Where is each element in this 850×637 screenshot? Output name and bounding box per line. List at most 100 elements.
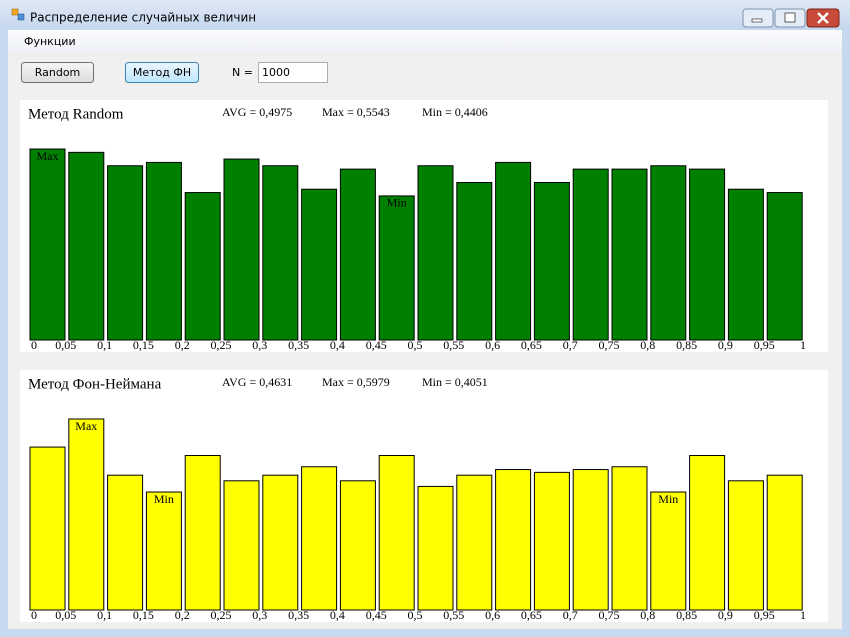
fn-button[interactable]: [125, 62, 199, 83]
x-tick-label: 0,65: [521, 338, 542, 352]
x-tick-label: 0,3: [252, 608, 267, 622]
bar: [68, 151, 105, 341]
bar: [145, 491, 182, 611]
bar: [184, 455, 221, 611]
bar: [766, 474, 803, 611]
x-tick-label: 0,55: [443, 608, 464, 622]
bar: [417, 165, 454, 341]
bar: [29, 446, 66, 611]
bar: [689, 455, 726, 611]
app-icon: [11, 8, 19, 16]
stat-label: Max = 0,5543: [322, 105, 390, 119]
bar: [68, 418, 105, 611]
stat-label: Max = 0,5979: [322, 375, 390, 389]
app-icon: [17, 13, 25, 21]
bar: [378, 195, 415, 341]
x-tick-label: 0,6: [485, 338, 500, 352]
button-label: Random: [35, 66, 81, 79]
x-tick-label: 0,2: [175, 338, 190, 352]
bar-label: Min: [387, 196, 407, 210]
bar: [107, 165, 144, 341]
x-tick-label: 0,75: [599, 338, 620, 352]
x-tick-label: 0,45: [366, 338, 387, 352]
x-tick-label: 1: [800, 608, 806, 622]
bar: [611, 466, 648, 611]
bar: [572, 168, 609, 341]
title-bar: [0, 0, 850, 30]
n-input[interactable]: [258, 62, 328, 83]
x-tick-label: 0,9: [718, 338, 733, 352]
bar-label: Max: [75, 419, 97, 433]
x-tick-label: 0,3: [252, 338, 267, 352]
bar: [495, 469, 532, 611]
minimize-button[interactable]: [742, 8, 774, 28]
stat-label: Min = 0,4406: [422, 105, 488, 119]
x-tick-label: 0,65: [521, 608, 542, 622]
x-tick-label: 0: [31, 338, 37, 352]
x-tick-label: 0,25: [211, 338, 232, 352]
maximize-icon: [784, 12, 796, 23]
bar: [495, 161, 532, 341]
menu-item[interactable]: Функции: [24, 35, 76, 48]
x-tick-label: 1: [800, 338, 806, 352]
bar: [184, 192, 221, 341]
bar: [378, 455, 415, 611]
x-tick-label: 0,8: [640, 338, 655, 352]
bar: [650, 165, 687, 341]
x-tick-label: 0,85: [676, 608, 697, 622]
n-value: 1000: [262, 66, 290, 79]
x-tick-label: 0,5: [408, 608, 423, 622]
stat-label: AVG = 0,4631: [222, 375, 292, 389]
x-tick-label: 0,1: [97, 608, 112, 622]
stat-label: AVG = 0,4975: [222, 105, 292, 119]
bar: [29, 148, 66, 341]
x-tick-label: 0,8: [640, 608, 655, 622]
bar: [145, 161, 182, 341]
x-tick-label: 0,75: [599, 608, 620, 622]
x-tick-label: 0,55: [443, 338, 464, 352]
bar: [223, 158, 260, 341]
bar: [727, 188, 764, 341]
bar: [572, 469, 609, 611]
x-tick-label: 0,4: [330, 608, 345, 622]
x-tick-label: 0,7: [563, 608, 578, 622]
bar: [456, 474, 493, 611]
random-button[interactable]: [21, 62, 94, 83]
x-tick-label: 0,05: [55, 338, 76, 352]
bar-label: Max: [37, 149, 59, 163]
x-tick-label: 0: [31, 608, 37, 622]
minimize-icon: [751, 18, 763, 23]
x-tick-label: 0,5: [408, 338, 423, 352]
menu-bar: [8, 30, 842, 52]
x-tick-label: 0,45: [366, 608, 387, 622]
bar: [301, 466, 338, 611]
x-tick-label: 0,95: [754, 338, 775, 352]
x-tick-label: 0,2: [175, 608, 190, 622]
bar-label: Min: [154, 492, 174, 506]
window-title: Распределение случайных величин: [30, 11, 256, 25]
bar: [262, 474, 299, 611]
x-tick-label: 0,4: [330, 338, 345, 352]
x-tick-label: 0,85: [676, 338, 697, 352]
x-tick-label: 0,9: [718, 608, 733, 622]
x-tick-label: 0,15: [133, 338, 154, 352]
x-tick-label: 0,25: [211, 608, 232, 622]
close-icon: [817, 12, 829, 24]
bar: [339, 480, 376, 611]
bar-label: Min: [658, 492, 678, 506]
n-label: N =: [232, 66, 253, 79]
x-tick-label: 0,95: [754, 608, 775, 622]
chart-title: Метод Random: [28, 106, 124, 122]
chart-title: Метод Фон-Неймана: [28, 376, 162, 392]
x-tick-label: 0,7: [563, 338, 578, 352]
x-tick-label: 0,6: [485, 608, 500, 622]
bar: [766, 192, 803, 341]
x-tick-label: 0,1: [97, 338, 112, 352]
bar: [727, 480, 764, 611]
x-tick-label: 0,15: [133, 608, 154, 622]
bar: [301, 188, 338, 341]
bar: [262, 165, 299, 341]
bar: [533, 182, 570, 341]
